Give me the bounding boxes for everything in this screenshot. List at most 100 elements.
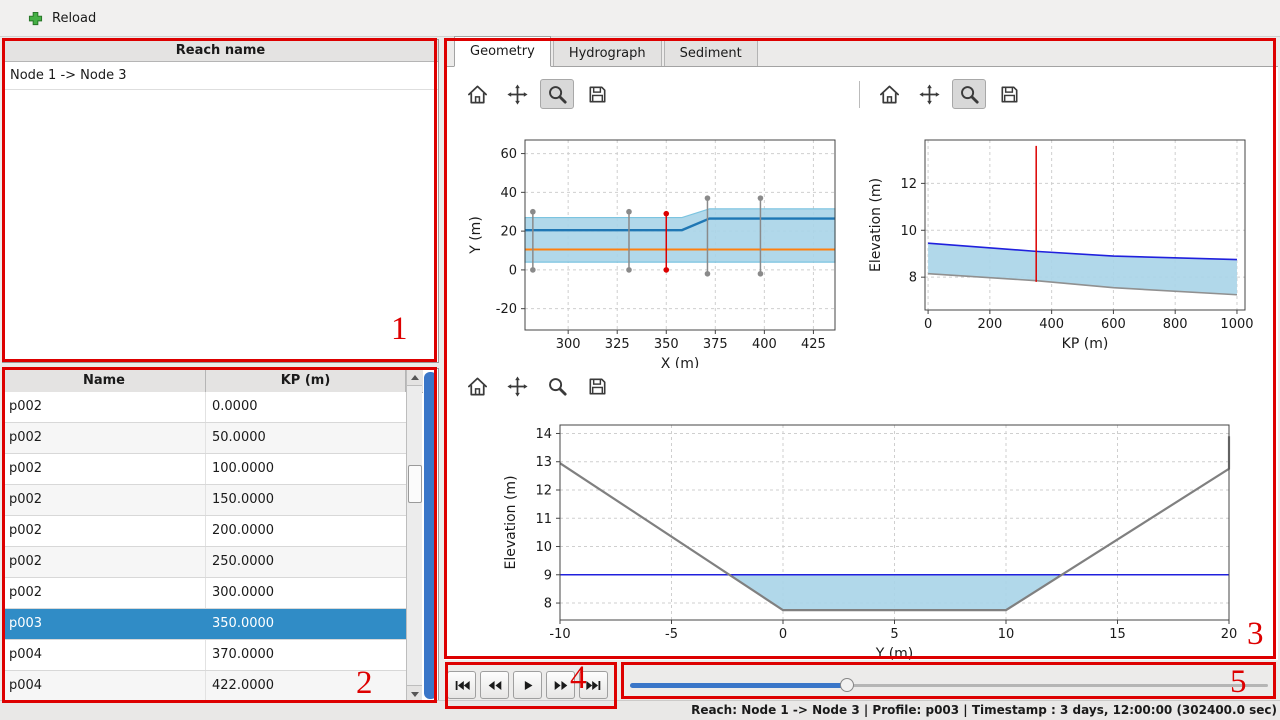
- cell-name[interactable]: p002: [3, 392, 206, 422]
- table-row[interactable]: p002 250.0000: [3, 547, 406, 578]
- longitudinal-profile-chart[interactable]: 0 200 400 600 800 1000 8 10 12 KP (m) Elevation (m…: [868, 120, 1268, 368]
- table-row[interactable]: p002 0.0000: [3, 392, 406, 423]
- save-button[interactable]: [580, 371, 614, 401]
- fast-forward-icon: [554, 680, 567, 690]
- home-icon: [467, 376, 487, 396]
- scroll-down-arrow[interactable]: [407, 685, 422, 702]
- zoom-button[interactable]: [540, 371, 574, 401]
- svg-text:8: 8: [909, 271, 917, 286]
- table-row[interactable]: p002 150.0000: [3, 485, 406, 516]
- svg-text:10: 10: [900, 224, 917, 239]
- cell-kp[interactable]: 100.0000: [212, 461, 275, 476]
- table-row[interactable]: p002 300.0000: [3, 578, 406, 609]
- pan-button[interactable]: [500, 371, 534, 401]
- cell-name[interactable]: p002: [3, 516, 206, 546]
- table-row[interactable]: p002 50.0000: [3, 423, 406, 454]
- panel-scrollbar[interactable]: [424, 372, 437, 699]
- svg-text:20: 20: [1221, 627, 1238, 642]
- skip-to-end-button[interactable]: [579, 671, 608, 699]
- time-slider-handle[interactable]: [840, 678, 854, 692]
- table-row[interactable]: p002 100.0000: [3, 454, 406, 485]
- svg-text:13: 13: [535, 455, 552, 470]
- home-button[interactable]: [460, 371, 494, 401]
- zoom-button[interactable]: [952, 79, 986, 109]
- play-button[interactable]: [513, 671, 542, 699]
- cell-kp[interactable]: 300.0000: [212, 585, 275, 600]
- svg-text:40: 40: [500, 186, 517, 201]
- table-row[interactable]: p002 200.0000: [3, 516, 406, 547]
- scroll-up-arrow[interactable]: [407, 369, 422, 386]
- skip-to-start-button[interactable]: [447, 671, 476, 699]
- reload-label: Reload: [52, 10, 97, 26]
- tab-sediment[interactable]: Sediment: [663, 40, 758, 66]
- cell-kp[interactable]: 0.0000: [212, 399, 258, 414]
- cell-kp[interactable]: 50.0000: [212, 430, 266, 445]
- plot-toolbar-cross-section: [460, 371, 614, 401]
- svg-text:Elevation (m): Elevation (m): [503, 475, 519, 569]
- cell-kp[interactable]: 200.0000: [212, 523, 275, 538]
- svg-text:14: 14: [535, 427, 552, 442]
- svg-text:400: 400: [1039, 317, 1064, 332]
- svg-text:15: 15: [1109, 627, 1126, 642]
- save-button[interactable]: [992, 79, 1026, 109]
- plan-view-chart[interactable]: 300 325 350 375 400 425 -20 0 20 40 60 X (m) Y (m): [450, 120, 862, 368]
- plot-toolbar-profile: [872, 79, 1026, 109]
- cell-name[interactable]: p002: [3, 423, 206, 453]
- svg-text:800: 800: [1163, 317, 1188, 332]
- cell-name[interactable]: p002: [3, 578, 206, 608]
- time-slider-fill: [630, 683, 847, 688]
- reach-list-item[interactable]: Node 1 -> Node 3: [3, 62, 438, 90]
- time-slider-track[interactable]: [630, 684, 1268, 687]
- reload-button[interactable]: Reload: [22, 10, 102, 27]
- cell-name[interactable]: p002: [3, 547, 206, 577]
- plot-toolbar-plan: [460, 79, 614, 109]
- cell-kp[interactable]: 150.0000: [212, 492, 275, 507]
- table-row[interactable]: p004 422.0000: [3, 671, 406, 702]
- column-header-kp[interactable]: KP (m): [206, 369, 406, 392]
- svg-text:-20: -20: [496, 302, 517, 317]
- cell-name[interactable]: p002: [3, 454, 206, 484]
- home-button[interactable]: [460, 79, 494, 109]
- fast-forward-button[interactable]: [546, 671, 575, 699]
- svg-text:-5: -5: [665, 627, 678, 642]
- svg-text:350: 350: [654, 337, 679, 352]
- save-icon: [1000, 85, 1018, 103]
- cell-name[interactable]: p003: [3, 609, 206, 639]
- home-button[interactable]: [872, 79, 906, 109]
- table-scrollbar[interactable]: [406, 369, 422, 702]
- svg-text:0: 0: [924, 317, 932, 332]
- cell-name[interactable]: p004: [3, 671, 206, 701]
- cell-name[interactable]: p004: [3, 640, 206, 670]
- svg-text:425: 425: [801, 337, 826, 352]
- annotation-box-5: [621, 662, 1276, 699]
- svg-text:600: 600: [1101, 317, 1126, 332]
- table-scrollbar-handle[interactable]: [408, 465, 422, 503]
- svg-text:X (m): X (m): [661, 356, 700, 368]
- svg-text:11: 11: [535, 512, 552, 527]
- cell-kp[interactable]: 422.0000: [212, 678, 275, 693]
- svg-text:375: 375: [703, 337, 728, 352]
- table-row[interactable]: p003 350.0000: [3, 609, 406, 640]
- table-row[interactable]: p004 370.0000: [3, 640, 406, 671]
- cell-name[interactable]: p002: [3, 485, 206, 515]
- reload-plus-icon: [28, 11, 43, 25]
- pan-button[interactable]: [912, 79, 946, 109]
- svg-text:Elevation (m): Elevation (m): [868, 178, 884, 272]
- rewind-button[interactable]: [480, 671, 509, 699]
- triangle-down-icon: [410, 691, 419, 697]
- column-header-name[interactable]: Name: [3, 369, 206, 392]
- svg-text:400: 400: [752, 337, 777, 352]
- tab-geometry[interactable]: Geometry: [454, 36, 551, 67]
- profile-table-header: Name KP (m): [3, 369, 423, 393]
- svg-text:KP (m): KP (m): [1062, 336, 1109, 352]
- svg-text:-10: -10: [549, 627, 570, 642]
- pan-button[interactable]: [500, 79, 534, 109]
- zoom-button[interactable]: [540, 79, 574, 109]
- cell-kp[interactable]: 350.0000: [212, 616, 275, 631]
- cross-section-chart[interactable]: -10 -5 0 5 10 15 20 8 9 10 11 12 13 14 Y (m) Elevation …: [495, 410, 1240, 660]
- cell-kp[interactable]: 250.0000: [212, 554, 275, 569]
- tab-hydrograph[interactable]: Hydrograph: [552, 40, 662, 66]
- save-button[interactable]: [580, 79, 614, 109]
- cell-kp[interactable]: 370.0000: [212, 647, 275, 662]
- pan-icon: [506, 83, 528, 105]
